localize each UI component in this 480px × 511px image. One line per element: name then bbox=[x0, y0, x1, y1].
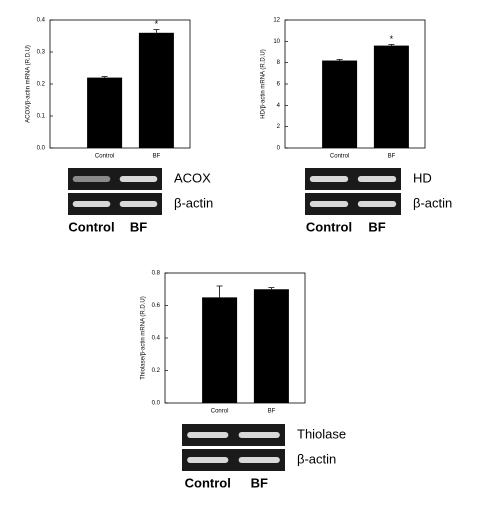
gel-band-label: HD bbox=[413, 170, 432, 185]
gel-lane-label: BF bbox=[251, 475, 268, 490]
y-tick-label: 4 bbox=[277, 103, 281, 109]
gel-strip bbox=[68, 168, 162, 190]
gel-band bbox=[238, 432, 280, 438]
gel-strip bbox=[182, 424, 285, 446]
y-axis-label: HD/β-actin mRNA (R.D.U) bbox=[261, 49, 267, 118]
y-tick-label: 0.8 bbox=[152, 271, 161, 277]
y-tick-label: 12 bbox=[273, 18, 280, 24]
gel-band bbox=[309, 176, 349, 182]
y-tick-label: 0.2 bbox=[152, 368, 161, 374]
gel-band bbox=[357, 201, 397, 207]
gel-band bbox=[119, 201, 158, 207]
y-tick-label: 0.6 bbox=[152, 303, 161, 309]
bar bbox=[87, 77, 123, 148]
error-bar bbox=[216, 285, 223, 298]
gel-strip bbox=[305, 193, 401, 215]
significance-mark: * bbox=[390, 34, 394, 44]
gel-strip bbox=[305, 168, 401, 190]
y-tick-label: 10 bbox=[273, 39, 280, 45]
y-tick-label: 0.0 bbox=[37, 146, 46, 152]
gel-band bbox=[238, 457, 280, 463]
y-tick-label: 0.0 bbox=[152, 401, 161, 407]
gel-band-label: ACOX bbox=[174, 170, 211, 185]
bar bbox=[373, 45, 409, 148]
gel-band bbox=[72, 201, 111, 207]
gel-lane-label: Control bbox=[185, 475, 231, 490]
bar bbox=[322, 60, 358, 148]
y-tick-label: 0.4 bbox=[37, 18, 46, 24]
gel-band bbox=[119, 176, 158, 182]
gel-band bbox=[357, 176, 397, 182]
x-tick-label: BF bbox=[268, 409, 276, 415]
y-axis-label: Thiolase/β-actin mRNA (R.D.U) bbox=[141, 296, 147, 379]
error-bar bbox=[268, 287, 275, 290]
bar bbox=[138, 32, 174, 148]
x-tick-label: BF bbox=[388, 154, 396, 160]
gel-band bbox=[72, 176, 111, 182]
bar bbox=[253, 289, 289, 403]
error-bar bbox=[153, 29, 160, 33]
y-tick-label: 0.1 bbox=[37, 114, 46, 120]
gel-lane-label: Control bbox=[68, 219, 114, 234]
y-tick-label: 0 bbox=[277, 146, 281, 152]
x-tick-label: Conrol bbox=[211, 409, 229, 415]
y-tick-label: 2 bbox=[277, 124, 281, 130]
x-tick-label: Control bbox=[330, 154, 349, 160]
error-bar bbox=[336, 59, 343, 61]
gel-band-label: Thiolase bbox=[297, 426, 346, 441]
gel-band-label: β-actin bbox=[174, 195, 213, 210]
significance-mark: * bbox=[155, 19, 159, 29]
gel-lane-label: BF bbox=[368, 219, 385, 234]
y-tick-label: 0.3 bbox=[37, 50, 46, 56]
gel-strip bbox=[182, 449, 285, 471]
gel-band bbox=[187, 432, 229, 438]
gel-lane-label: BF bbox=[130, 219, 147, 234]
y-tick-label: 8 bbox=[277, 60, 281, 66]
gel-band bbox=[309, 201, 349, 207]
gel-band bbox=[187, 457, 229, 463]
bar bbox=[202, 297, 238, 403]
gel-lane-label: Control bbox=[306, 219, 352, 234]
x-tick-label: BF bbox=[153, 154, 161, 160]
x-tick-label: Control bbox=[95, 154, 114, 160]
gel-band-label: β-actin bbox=[297, 451, 336, 466]
gel-band-label: β-actin bbox=[413, 195, 452, 210]
error-bar bbox=[388, 44, 395, 46]
y-tick-label: 0.4 bbox=[152, 336, 161, 342]
gel-strip bbox=[68, 193, 162, 215]
error-bar bbox=[101, 76, 108, 78]
y-tick-label: 6 bbox=[277, 82, 281, 88]
y-axis-label: ACOX/β-actin mRNA (R.D.U) bbox=[26, 45, 32, 123]
y-tick-label: 0.2 bbox=[37, 82, 46, 88]
